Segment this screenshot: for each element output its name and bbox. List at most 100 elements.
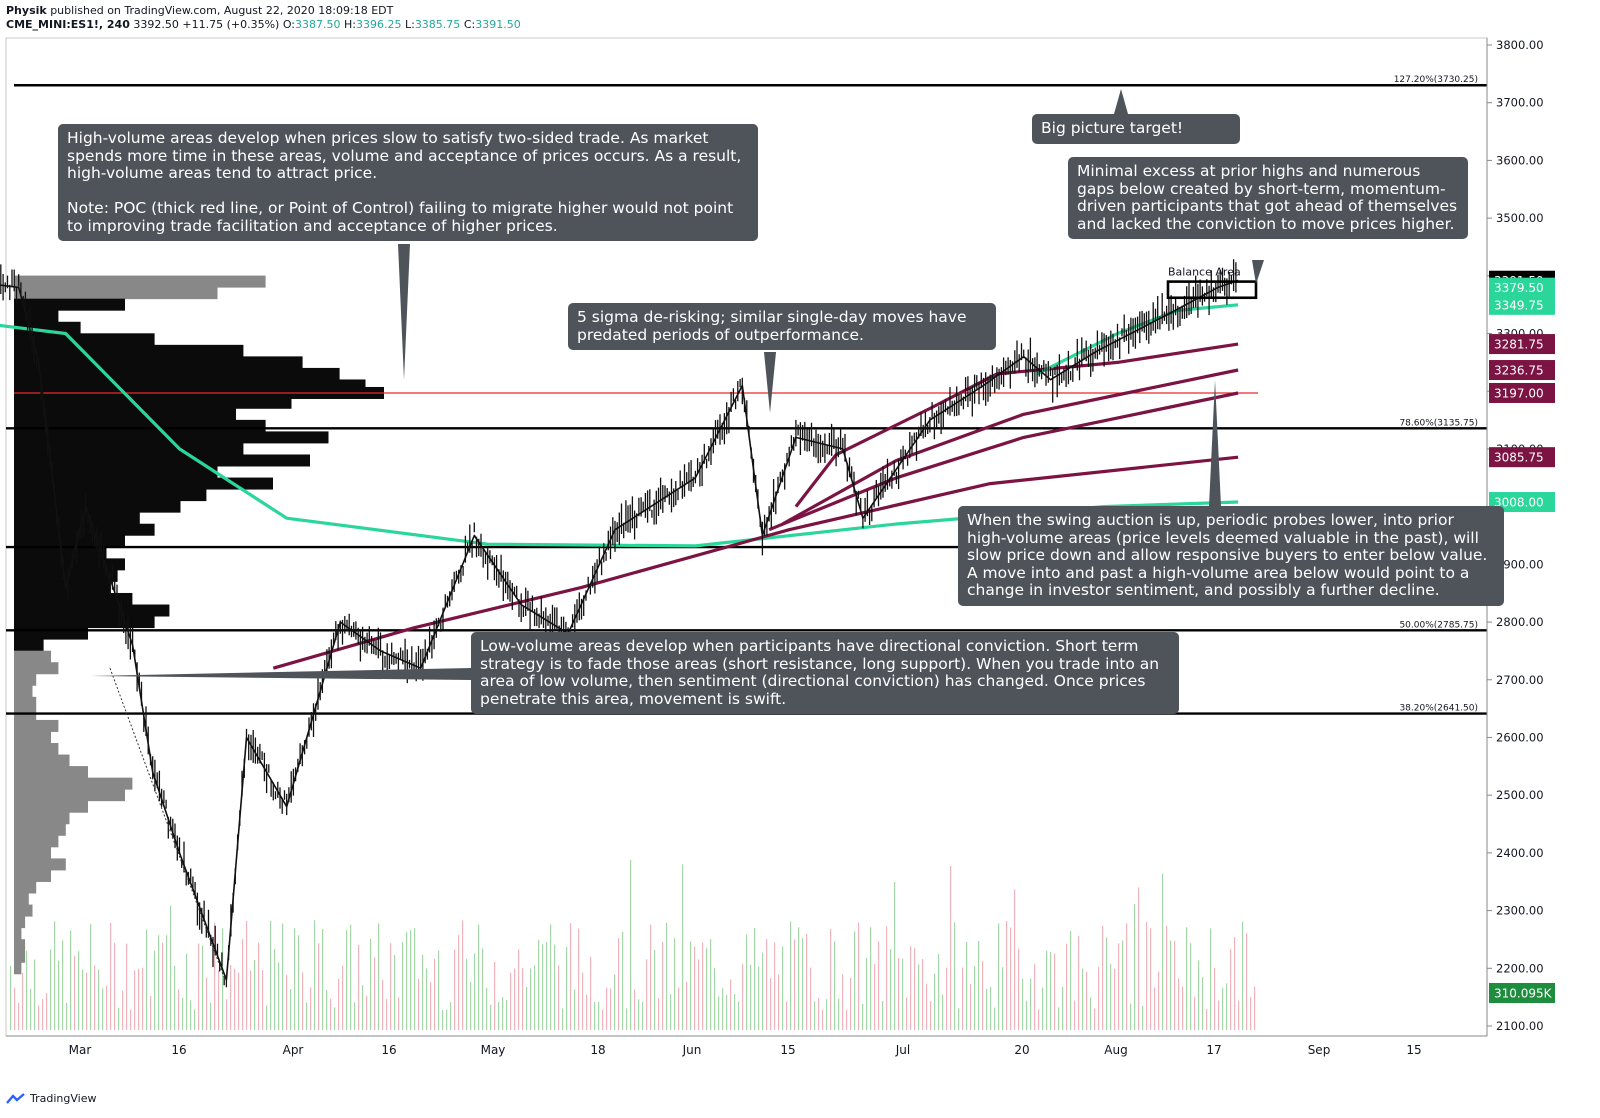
y-tick-label: 3700.00 xyxy=(1496,96,1544,110)
x-tick-label: Jun xyxy=(682,1043,702,1057)
profile-bar xyxy=(14,673,37,686)
balance-area-label: Balance Area xyxy=(1168,266,1241,279)
moving-average-line xyxy=(768,391,1239,532)
price-label-text: 310.095K xyxy=(1494,987,1553,1001)
volume-bar xyxy=(678,987,680,1030)
profile-bar xyxy=(14,431,329,444)
volume-bar xyxy=(1070,930,1072,1030)
volume-bar xyxy=(546,941,548,1030)
volume-bar xyxy=(450,1002,452,1030)
author-name[interactable]: Physik xyxy=(6,4,47,17)
volume-bar xyxy=(1038,1009,1040,1030)
high-value: 3396.25 xyxy=(355,18,402,31)
x-tick-label: 15 xyxy=(780,1043,795,1057)
volume-bar xyxy=(506,999,508,1030)
volume-bar xyxy=(470,982,472,1030)
volume-bar xyxy=(246,920,248,1030)
volume-bar xyxy=(562,1008,564,1030)
volume-bar xyxy=(334,1007,336,1030)
volume-bar xyxy=(222,928,224,1030)
volume-bar xyxy=(346,930,348,1030)
volume-bar xyxy=(1098,966,1100,1030)
price-line xyxy=(0,279,1239,981)
volume-bar xyxy=(1122,940,1124,1030)
volume-bar xyxy=(654,950,656,1030)
profile-bar xyxy=(14,777,133,790)
volume-bar xyxy=(454,949,456,1030)
volume-bar xyxy=(278,962,280,1030)
volume-bar xyxy=(238,972,240,1030)
x-tick-label: 16 xyxy=(171,1043,186,1057)
profile-bar xyxy=(14,893,29,906)
volume-bar xyxy=(810,967,812,1030)
symbol-name[interactable]: CME_MINI:ES1!, 240 xyxy=(6,18,130,31)
volume-bar xyxy=(914,947,916,1030)
volume-bar xyxy=(82,969,84,1030)
brand-label[interactable]: TradingView xyxy=(30,1092,97,1105)
volume-bar xyxy=(662,941,664,1030)
volume-bar xyxy=(906,997,908,1030)
profile-bar xyxy=(14,846,51,859)
price-label: 3349.75 xyxy=(1489,294,1555,315)
volume-bar xyxy=(1226,983,1228,1030)
volume-bar xyxy=(162,942,164,1030)
volume-bar xyxy=(790,921,792,1030)
volume-bar xyxy=(714,967,716,1030)
publish-info: published on TradingView.com, August 22,… xyxy=(46,4,394,17)
x-tick-label: 18 xyxy=(590,1043,605,1057)
price-label-text: 3197.00 xyxy=(1494,386,1544,400)
volume-bar xyxy=(1206,1008,1208,1030)
y-tick-label: 2900.00 xyxy=(1496,557,1544,571)
volume-bar xyxy=(998,923,1000,1030)
profile-bar xyxy=(14,298,125,311)
profile-bar xyxy=(14,396,292,409)
volume-bar xyxy=(338,978,340,1030)
x-tick-label: Sep xyxy=(1308,1043,1331,1057)
volume-bar xyxy=(406,932,408,1030)
volume-bar xyxy=(854,931,856,1030)
volume-bar xyxy=(518,949,520,1030)
volume-bar xyxy=(1254,986,1256,1030)
volume-bar xyxy=(446,1009,448,1030)
volume-bar xyxy=(930,1001,932,1030)
volume-bar xyxy=(690,941,692,1030)
volume-bar xyxy=(30,988,32,1030)
volume-bar xyxy=(54,921,56,1030)
volume-bar xyxy=(594,1001,596,1030)
note-swing-auction: When the swing auction is up, periodic p… xyxy=(958,506,1504,606)
volume-bar xyxy=(554,944,556,1030)
note-low-volume: Low-volume areas develop when participan… xyxy=(471,632,1179,714)
volume-bar xyxy=(818,997,820,1030)
volume-bar xyxy=(90,924,92,1030)
volume-bar xyxy=(686,981,688,1030)
volume-bar xyxy=(106,985,108,1030)
volume-bar xyxy=(490,1004,492,1030)
volume-bar xyxy=(1106,937,1108,1030)
volume-bar xyxy=(766,939,768,1030)
volume-bar xyxy=(46,992,48,1030)
volume-bar xyxy=(1118,943,1120,1030)
volume-bar xyxy=(142,967,144,1030)
volume-bar xyxy=(926,983,928,1030)
y-tick-label: 3600.00 xyxy=(1496,153,1544,167)
price-label: 3281.75 xyxy=(1489,334,1555,355)
volume-bar xyxy=(1210,928,1212,1030)
volume-bar xyxy=(1006,921,1008,1030)
volume-bar xyxy=(994,1007,996,1030)
callout-pointer xyxy=(1114,89,1128,114)
volume-bar xyxy=(514,968,516,1030)
volume-bar xyxy=(286,974,288,1030)
volume-bar xyxy=(566,946,568,1030)
profile-bar xyxy=(14,696,37,709)
volume-bar xyxy=(974,966,976,1030)
volume-bar xyxy=(1174,940,1176,1030)
volume-bar xyxy=(1202,977,1204,1030)
y-tick-label: 2700.00 xyxy=(1496,673,1544,687)
volume-bar xyxy=(794,939,796,1030)
volume-bar xyxy=(422,954,424,1030)
volume-bar xyxy=(174,966,176,1030)
volume-bar xyxy=(834,941,836,1030)
volume-bar xyxy=(146,929,148,1030)
volume-bar xyxy=(74,955,76,1030)
